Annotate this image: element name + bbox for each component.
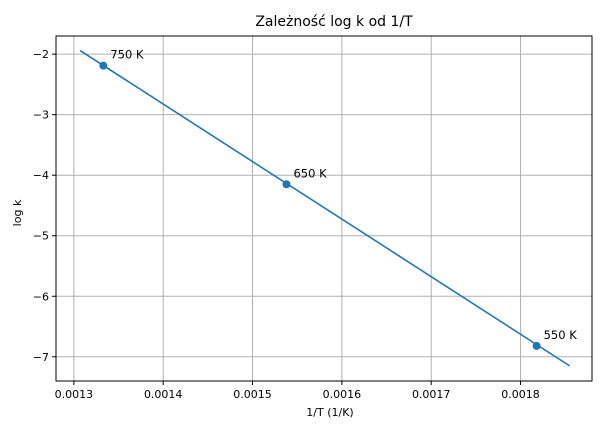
- grid-lines: [56, 36, 592, 381]
- data-layer: 750 K 650 K 550 K: [79, 48, 578, 367]
- x-tick-label: 0.0017: [412, 388, 451, 401]
- point-label: 550 K: [544, 328, 578, 342]
- x-axis-title: 1/T (1/K): [306, 406, 353, 419]
- y-axis-title: log k: [11, 199, 24, 226]
- y-tick-label: −6: [33, 290, 49, 303]
- x-axis: 0.0013 0.0014 0.0015 0.0016 0.0017 0.0018: [55, 381, 540, 401]
- y-tick-label: −2: [33, 48, 49, 61]
- y-tick-label: −5: [33, 230, 49, 243]
- x-tick-label: 0.0016: [323, 388, 362, 401]
- x-tick-label: 0.0018: [501, 388, 540, 401]
- data-point: [282, 180, 291, 189]
- data-point: [532, 341, 541, 350]
- y-tick-label: −7: [33, 351, 49, 364]
- x-tick-label: 0.0015: [233, 388, 272, 401]
- x-tick-label: 0.0014: [144, 388, 183, 401]
- plot-frame: [55, 35, 593, 382]
- data-point: [99, 61, 108, 70]
- y-axis: −2 −3 −4 −5 −6 −7: [33, 48, 56, 364]
- y-tick-label: −3: [33, 109, 49, 122]
- point-label: 750 K: [110, 48, 144, 62]
- chart-title: Zależność log k od 1/T: [255, 14, 413, 30]
- fit-line: [79, 49, 571, 367]
- x-tick-label: 0.0013: [55, 388, 94, 401]
- point-label: 650 K: [293, 166, 327, 180]
- y-tick-label: −4: [33, 169, 49, 182]
